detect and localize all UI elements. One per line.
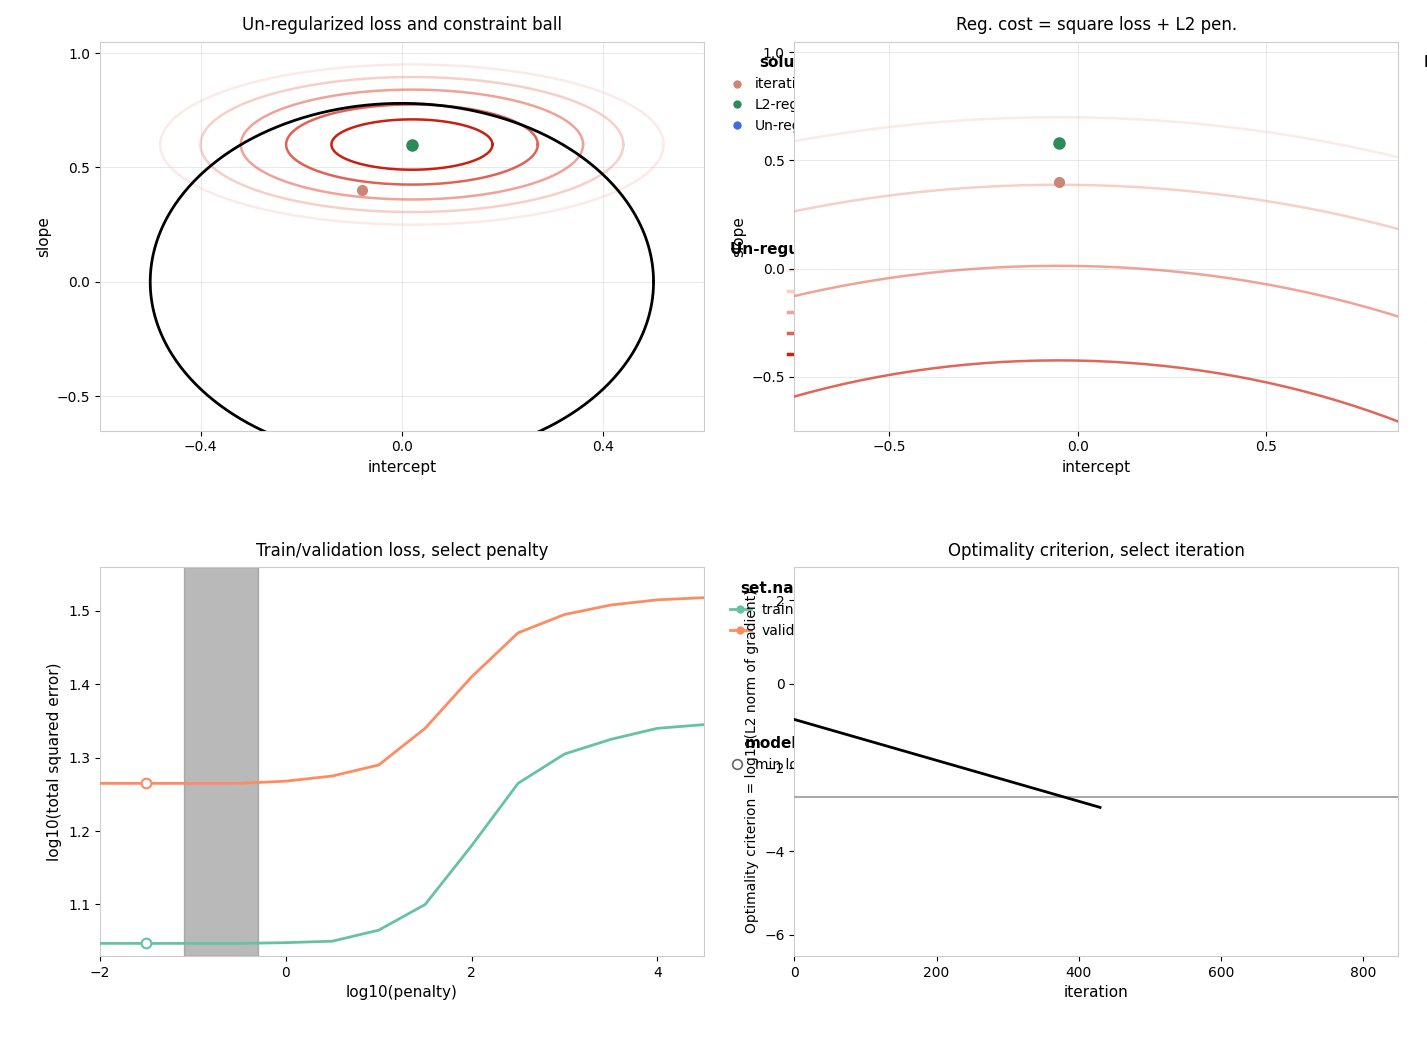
Legend: 20, 18, 16, 14, 12: 20, 18, 16, 14, 12 — [723, 235, 903, 369]
Bar — [184, 567, 258, 956]
Y-axis label: Optimality criterion = log10(L2 norm of gradient): Optimality criterion = log10(L2 norm of … — [745, 589, 759, 933]
X-axis label: intercept: intercept — [1062, 460, 1132, 475]
Y-axis label: slope: slope — [36, 216, 51, 257]
Y-axis label: log10(total squared error): log10(total squared error) — [47, 662, 63, 860]
Legend: min loss: min loss — [723, 729, 819, 779]
X-axis label: log10(penalty): log10(penalty) — [345, 985, 458, 1001]
Y-axis label: slope: slope — [731, 216, 746, 257]
X-axis label: intercept: intercept — [367, 460, 437, 475]
Title: Optimality criterion, select iteration: Optimality criterion, select iteration — [948, 541, 1244, 560]
Title: Un-regularized loss and constraint ball: Un-regularized loss and constraint ball — [243, 17, 562, 34]
Title: Train/validation loss, select penalty: Train/validation loss, select penalty — [255, 541, 548, 560]
Title: Reg. cost = square loss + L2 pen.: Reg. cost = square loss + L2 pen. — [956, 17, 1237, 34]
Legend: iteration, L2-regularized, Un-regularized: iteration, L2-regularized, Un-regularize… — [1417, 266, 1427, 358]
X-axis label: iteration: iteration — [1065, 985, 1129, 1001]
